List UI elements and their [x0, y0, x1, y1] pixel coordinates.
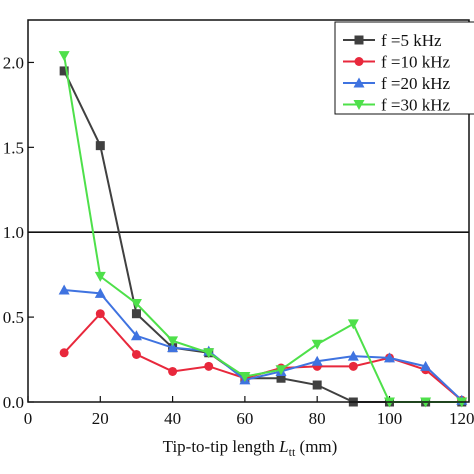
x-tick-label: 20	[92, 409, 109, 428]
marker	[94, 287, 106, 298]
x-tick-label: 80	[309, 409, 326, 428]
marker	[131, 309, 141, 319]
marker	[167, 342, 179, 353]
marker	[203, 348, 215, 359]
y-tick-label: 0.0	[3, 393, 24, 412]
x-label-text: Tip-to-tip length	[163, 437, 280, 456]
marker	[58, 284, 70, 295]
marker	[95, 141, 105, 151]
marker	[347, 319, 359, 330]
marker	[168, 366, 178, 376]
x-tick-label: 0	[24, 409, 33, 428]
marker	[353, 77, 365, 88]
legend-label: f =5 kHz	[381, 31, 442, 50]
marker	[348, 361, 358, 371]
marker	[420, 360, 432, 371]
marker	[94, 271, 106, 282]
x-tick-label: 120	[449, 409, 474, 428]
marker	[312, 380, 322, 390]
y-tick-label: 2.0	[3, 53, 24, 72]
marker	[353, 100, 365, 110]
series-line	[63, 70, 462, 403]
series-line	[63, 312, 463, 402]
legend-label: f =10 kHz	[381, 53, 451, 72]
y-tick-label: 1.5	[3, 138, 24, 157]
x-label-subscript: tt	[289, 445, 296, 459]
marker	[58, 51, 70, 62]
marker	[354, 35, 364, 45]
marker	[354, 57, 364, 66]
marker	[383, 352, 395, 363]
series-line	[64, 288, 463, 402]
marker	[276, 373, 286, 383]
marker	[130, 299, 142, 310]
marker	[131, 349, 141, 359]
marker	[347, 350, 359, 361]
x-tick-label: 100	[377, 409, 403, 428]
y-tick-label: 0.5	[3, 308, 24, 327]
marker	[59, 66, 69, 76]
marker	[239, 372, 251, 383]
plot-frame	[27, 19, 470, 403]
legend-label: f =20 kHz	[381, 74, 451, 93]
marker	[311, 339, 323, 350]
x-label-unit: (mm)	[295, 437, 337, 456]
marker	[204, 361, 214, 371]
marker	[130, 330, 142, 341]
marker	[95, 309, 105, 319]
y-tick-label: 1.0	[3, 223, 24, 242]
marker	[275, 365, 287, 376]
x-label-symbol: L	[278, 437, 288, 456]
x-tick-label: 60	[236, 409, 253, 428]
marker	[167, 336, 179, 347]
marker	[59, 348, 69, 358]
x-tick-label: 40	[164, 409, 181, 428]
x-axis-label: Tip-to-tip length Ltt (mm)	[163, 437, 338, 459]
legend-label: f =30 kHz	[381, 96, 451, 115]
marker	[311, 355, 323, 366]
